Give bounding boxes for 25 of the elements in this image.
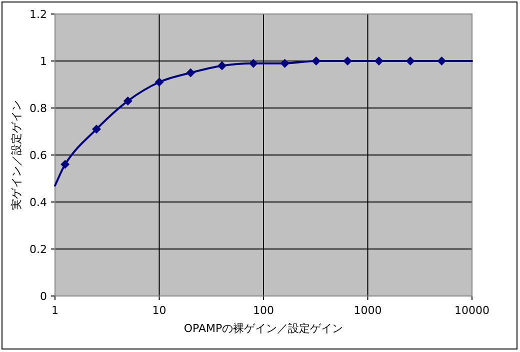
point	[92, 124, 101, 134]
x-tick-label: 100	[253, 304, 274, 317]
point	[437, 56, 446, 66]
y-tick-label: 0.2	[30, 243, 47, 256]
y-tick-label: 0.4	[30, 196, 47, 209]
point	[186, 68, 196, 78]
x-tick-label: 10000	[454, 304, 490, 317]
y-axis-title: 実ゲイン／設定ゲイン	[10, 100, 23, 210]
point	[123, 96, 132, 106]
y-tick-label: 1.2	[30, 8, 47, 21]
x-tick-label: 1000	[354, 304, 382, 317]
point	[248, 58, 258, 68]
point	[312, 56, 321, 66]
point	[280, 58, 290, 68]
y-tick-label: 0.8	[30, 102, 47, 115]
x-axis-title: OPAMPの裸ゲイン／設定ゲイン	[184, 322, 344, 335]
x-tick-label: 1	[52, 304, 58, 317]
x-tick-label: 10	[152, 304, 166, 317]
y-tick-label: 1	[40, 55, 47, 68]
point	[154, 78, 164, 87]
point	[218, 61, 227, 70]
y-tick-label: 0	[40, 290, 47, 303]
point	[406, 56, 415, 66]
point	[60, 160, 70, 169]
y-tick-label: 0.6	[30, 149, 47, 162]
